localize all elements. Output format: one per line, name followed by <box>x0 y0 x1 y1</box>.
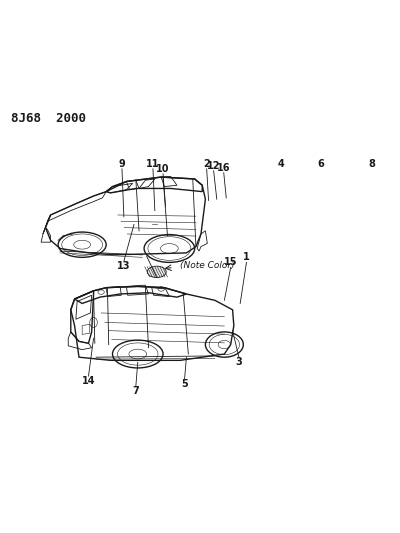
Text: 12: 12 <box>207 160 220 171</box>
Text: 8: 8 <box>368 159 375 169</box>
Text: 7: 7 <box>132 386 139 395</box>
Text: 11: 11 <box>146 159 160 169</box>
Text: 14: 14 <box>82 376 95 386</box>
Ellipse shape <box>147 266 166 278</box>
Text: 3: 3 <box>236 357 242 367</box>
Text: 4: 4 <box>278 159 285 169</box>
Text: 5: 5 <box>181 379 188 390</box>
Text: 2: 2 <box>203 159 210 169</box>
Text: 13: 13 <box>117 261 131 271</box>
Text: 10: 10 <box>156 164 170 174</box>
Text: 8J68  2000: 8J68 2000 <box>11 112 86 125</box>
Text: 6: 6 <box>317 159 324 169</box>
Text: 9: 9 <box>119 159 125 169</box>
Text: (Note Color): (Note Color) <box>180 261 235 270</box>
Text: 1: 1 <box>243 252 250 262</box>
Text: 16: 16 <box>217 163 230 173</box>
Text: 15: 15 <box>224 257 238 268</box>
